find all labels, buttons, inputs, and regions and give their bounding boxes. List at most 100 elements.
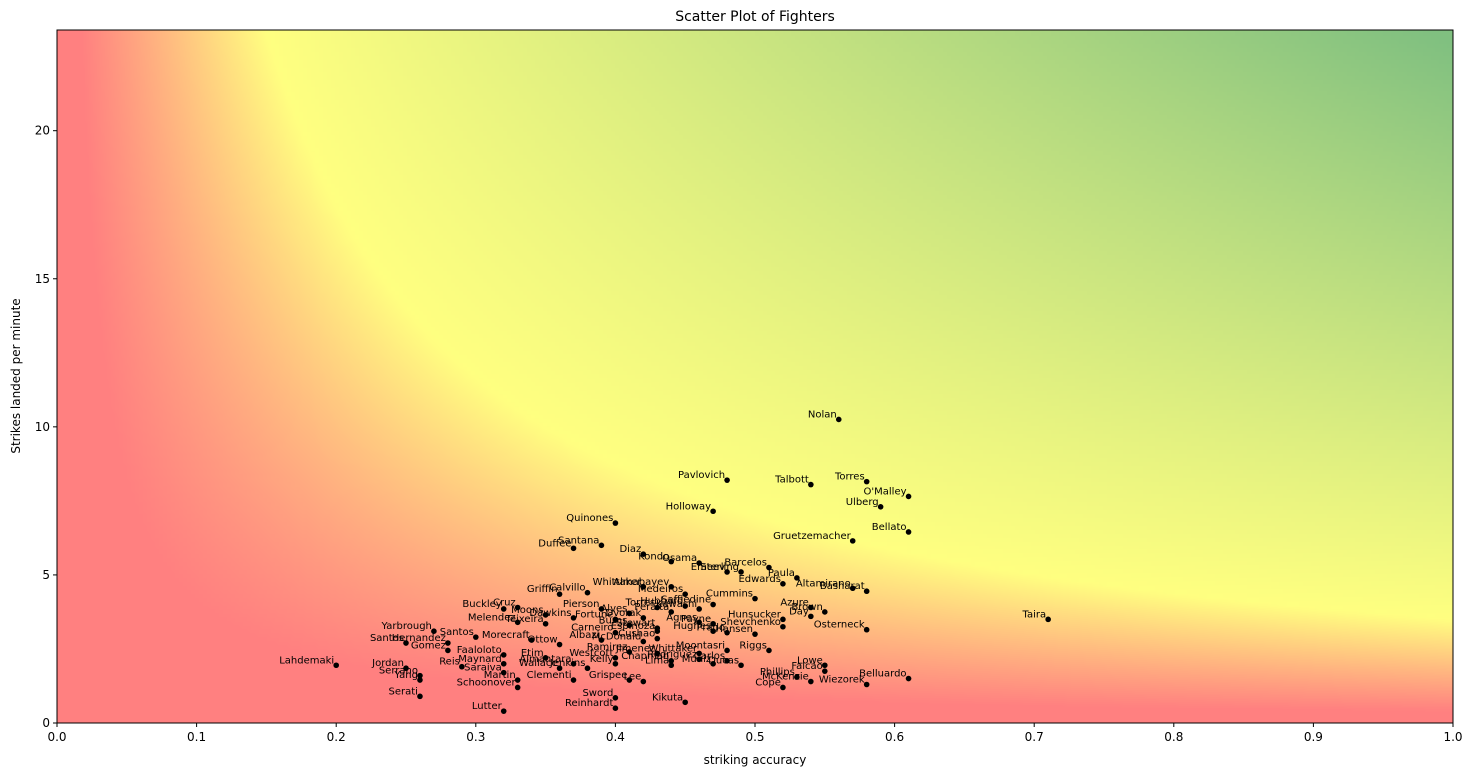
data-point bbox=[668, 662, 675, 669]
data-point bbox=[640, 551, 647, 557]
y-tick-label: 20 bbox=[35, 124, 50, 138]
data-point bbox=[849, 538, 856, 544]
scatter-points bbox=[333, 416, 1051, 714]
data-point bbox=[556, 641, 563, 648]
data-point bbox=[738, 569, 744, 575]
data-point bbox=[598, 606, 605, 612]
point-label: Saraiva bbox=[464, 663, 502, 674]
point-label: Duffee bbox=[538, 538, 571, 549]
data-point bbox=[528, 637, 535, 643]
point-label: Yang bbox=[393, 670, 418, 681]
data-point bbox=[877, 504, 884, 510]
x-tick-label: 0.8 bbox=[1164, 730, 1183, 744]
x-tick-label: 0.4 bbox=[606, 730, 625, 744]
data-point bbox=[514, 604, 521, 611]
data-point bbox=[542, 620, 549, 627]
y-axis-label: Strikes landed per minute bbox=[9, 298, 23, 453]
point-label: Santos bbox=[440, 627, 474, 638]
point-label: Kawashi bbox=[656, 599, 697, 610]
data-point bbox=[570, 677, 577, 683]
data-point bbox=[696, 619, 702, 626]
point-label: Wallace bbox=[519, 658, 558, 669]
point-label: Ottow bbox=[528, 635, 558, 646]
point-label: Jordan bbox=[371, 658, 404, 669]
data-point bbox=[696, 650, 702, 657]
point-label: Grispee bbox=[589, 670, 628, 681]
data-point bbox=[514, 684, 521, 691]
data-point bbox=[333, 662, 340, 669]
point-label: Azure bbox=[780, 598, 808, 609]
data-point bbox=[794, 674, 800, 680]
data-point bbox=[612, 705, 619, 711]
point-label: Jimenez bbox=[615, 643, 655, 654]
point-label: Kelly bbox=[590, 654, 614, 665]
point-label: Prado bbox=[697, 623, 726, 634]
data-point bbox=[780, 623, 786, 630]
data-point bbox=[403, 640, 409, 646]
data-point bbox=[626, 649, 633, 655]
y-axis-ticks: 0 5 10 15 20 bbox=[35, 124, 57, 730]
point-label: Schoonover bbox=[457, 677, 517, 688]
point-label: Riggs bbox=[739, 640, 767, 651]
data-point bbox=[808, 613, 814, 620]
data-point bbox=[808, 481, 814, 488]
data-point bbox=[710, 620, 716, 627]
data-point bbox=[570, 615, 577, 621]
data-point bbox=[542, 612, 549, 618]
data-point bbox=[710, 628, 716, 634]
data-point bbox=[626, 622, 633, 629]
point-label: Pavlovich bbox=[678, 470, 725, 481]
data-point bbox=[417, 677, 423, 683]
point-label: Whittaker bbox=[593, 577, 643, 588]
point-label: Ducas bbox=[708, 655, 739, 666]
data-point bbox=[905, 493, 912, 500]
data-point bbox=[654, 635, 661, 642]
data-point bbox=[724, 477, 730, 483]
point-label: Barcelos bbox=[724, 558, 767, 569]
data-point bbox=[640, 615, 647, 621]
data-point bbox=[822, 662, 828, 669]
data-point bbox=[584, 589, 591, 596]
point-label: Lutter bbox=[472, 701, 503, 712]
point-label: Buckley bbox=[462, 599, 501, 610]
point-label: Yarbrough bbox=[381, 621, 432, 632]
point-label: Lahdemaki bbox=[279, 655, 334, 666]
data-point bbox=[766, 647, 772, 654]
y-tick-label: 10 bbox=[35, 420, 50, 434]
data-point bbox=[417, 672, 423, 679]
data-point bbox=[570, 660, 577, 667]
point-label: Jenkins bbox=[549, 658, 586, 669]
point-label: Kondo bbox=[638, 552, 669, 563]
y-tick-label: 0 bbox=[42, 716, 50, 730]
data-point bbox=[668, 658, 675, 664]
point-label: Belluardo bbox=[859, 669, 906, 680]
plot-background bbox=[57, 30, 1453, 723]
point-label: Rodriguez bbox=[647, 649, 697, 660]
data-point bbox=[668, 583, 675, 590]
point-label: Payne bbox=[681, 614, 711, 625]
data-point bbox=[668, 609, 675, 615]
point-label: Fortune bbox=[575, 609, 613, 620]
data-point bbox=[500, 652, 507, 658]
chart-title: Scatter Plot of Fighters bbox=[675, 9, 835, 25]
data-point bbox=[626, 610, 633, 617]
point-label: Brown bbox=[791, 602, 822, 613]
data-point bbox=[598, 542, 605, 549]
point-label: Dvorak bbox=[606, 608, 642, 619]
data-point bbox=[710, 660, 716, 667]
data-point bbox=[473, 634, 479, 640]
point-label: Sterling bbox=[700, 562, 739, 573]
data-point bbox=[696, 560, 702, 566]
point-label: Paula bbox=[768, 568, 795, 579]
point-label: Serrano bbox=[379, 666, 418, 677]
point-label: Basharat bbox=[820, 581, 865, 592]
point-label: Wiezorek bbox=[819, 675, 865, 686]
point-label: Burns bbox=[599, 615, 628, 626]
point-label: Westcott bbox=[569, 648, 613, 659]
data-point bbox=[598, 637, 605, 643]
data-point bbox=[612, 655, 619, 661]
data-point bbox=[738, 662, 744, 669]
point-label: Pierson bbox=[563, 599, 600, 610]
point-label: Quinones bbox=[566, 513, 613, 524]
point-label: Torres bbox=[625, 598, 656, 609]
